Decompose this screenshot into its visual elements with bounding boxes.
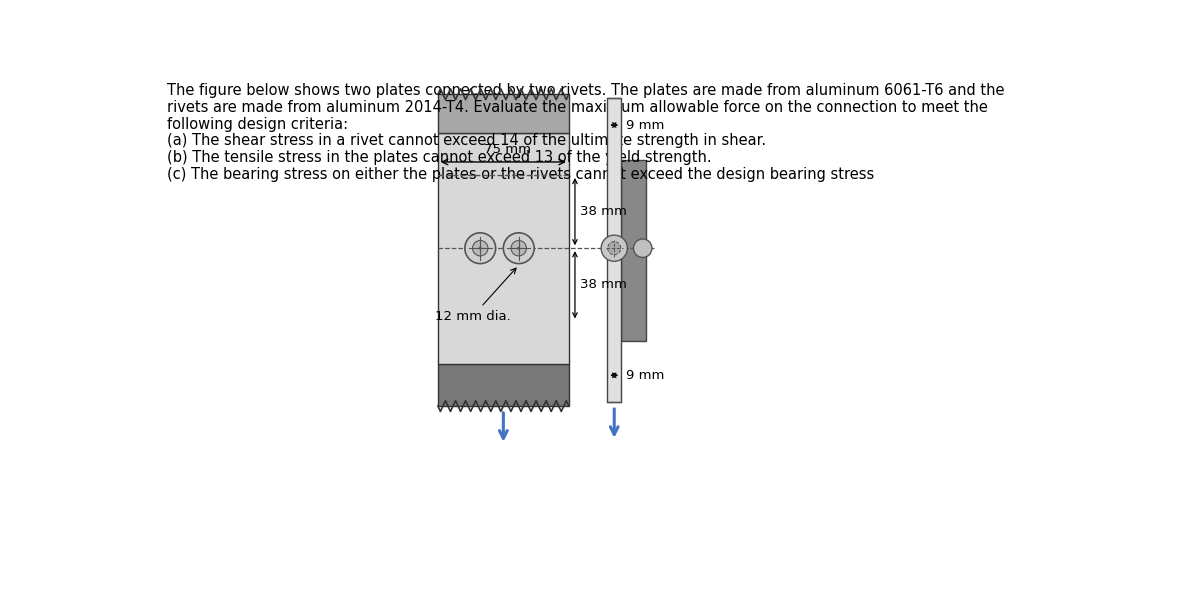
Circle shape <box>634 239 652 258</box>
Circle shape <box>503 233 534 264</box>
Text: 38 mm: 38 mm <box>580 279 626 291</box>
Text: following design criteria:: following design criteria: <box>167 117 348 132</box>
Polygon shape <box>607 98 622 402</box>
Circle shape <box>479 247 481 250</box>
Circle shape <box>601 235 628 261</box>
Text: (b) The tensile stress in the plates cannot exceed 13 of the yield strength.: (b) The tensile stress in the plates can… <box>167 150 712 165</box>
Text: 9 mm: 9 mm <box>625 369 664 382</box>
Polygon shape <box>438 364 569 406</box>
Circle shape <box>511 241 527 256</box>
Text: 12 mm dia.: 12 mm dia. <box>434 268 516 323</box>
Circle shape <box>473 241 488 256</box>
Circle shape <box>517 247 521 250</box>
Text: (a) The shear stress in a rivet cannot exceed 14 of the ultimate strength in she: (a) The shear stress in a rivet cannot e… <box>167 134 766 149</box>
Polygon shape <box>622 160 646 341</box>
Text: 9 mm: 9 mm <box>625 119 664 132</box>
Circle shape <box>464 233 496 264</box>
Text: 38 mm: 38 mm <box>580 205 626 218</box>
Polygon shape <box>438 94 569 133</box>
Text: rivets are made from aluminum 2014-T4. Evaluate the maximum allowable force on t: rivets are made from aluminum 2014-T4. E… <box>167 99 988 114</box>
Text: 75 mm: 75 mm <box>484 143 530 156</box>
Text: (c) The bearing stress on either the plates or the rivets cannot exceed the desi: (c) The bearing stress on either the pla… <box>167 167 874 182</box>
Circle shape <box>607 241 620 255</box>
Text: The figure below shows two plates connected by two rivets. The plates are made f: The figure below shows two plates connec… <box>167 83 1004 98</box>
Polygon shape <box>438 133 569 364</box>
